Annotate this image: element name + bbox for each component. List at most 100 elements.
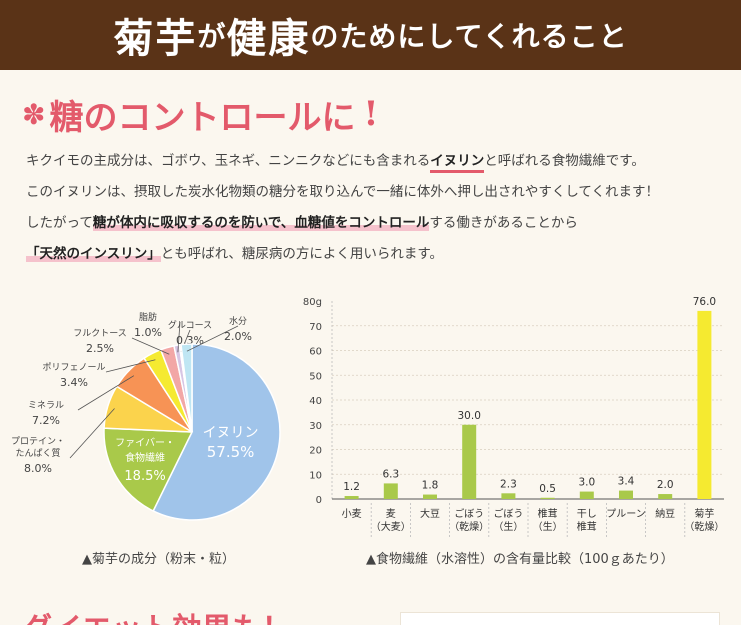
bar-value-label: 3.4 — [618, 476, 635, 488]
pie-label-value: 3.4% — [60, 376, 88, 389]
y-tick-label: 0 — [316, 495, 322, 506]
pie-slice-name: ファイバー・ — [115, 437, 175, 449]
x-tick-label: 小麦 — [342, 508, 362, 520]
pie-slice — [152, 343, 281, 521]
y-tick-label: 10 — [309, 470, 322, 481]
para-line-4: 「天然のインスリン」とも呼ばれ、糖尿病の方によく用いられます。 — [26, 239, 726, 270]
bar-value-label: 76.0 — [693, 296, 716, 308]
y-tick-label: 20 — [309, 446, 322, 457]
bar — [383, 483, 398, 499]
x-tick-label: 大豆 — [420, 507, 440, 520]
pie-leader-line — [69, 408, 115, 459]
section-title: ✽ 糖のコントロールに ! — [22, 92, 379, 138]
bar-value-label: 6.3 — [382, 468, 399, 480]
pie-chart: イヌリン 57.5% ファイバー・ 食物繊維 18.5% プロテイン・ たんぱく質 8.0% ミ… — [0, 290, 300, 560]
pie-label-value: 7.2% — [32, 414, 60, 427]
pie-label-name: フルクトース — [73, 328, 127, 339]
pie-slice-name: 食物繊維 — [125, 451, 165, 464]
x-tick-label: 納豆 — [655, 507, 675, 520]
natural-insulin-highlight: 「天然のインスリン」 — [26, 246, 161, 262]
bar-value-label: 30.0 — [458, 410, 481, 422]
x-tick-label: （乾燥） — [449, 520, 489, 533]
pie-label-value: 1.0% — [134, 326, 162, 339]
y-unit-label: 80g — [303, 297, 322, 308]
pie-slice — [103, 427, 194, 512]
x-tick-label: ごぼう — [454, 507, 484, 520]
bar-value-label: 3.0 — [578, 477, 595, 489]
section-title-exclaim: ! — [363, 94, 379, 134]
para-text: と呼ばれる食物繊維です。 — [484, 153, 645, 169]
pie-label-name: プロテイン・ — [11, 436, 65, 447]
next-section-title: ダイエット効果も！ — [22, 604, 292, 625]
bar-value-label: 2.0 — [657, 479, 674, 491]
x-tick-label: 椎茸 — [577, 520, 597, 533]
pie-caption: ▲菊芋の成分（粉末・粒） — [82, 552, 235, 567]
pie-chart-svg: イヌリン 57.5% ファイバー・食物繊維 18.5% プロテイン・たんぱく質 8.0% ミ… — [11, 311, 281, 521]
bar — [540, 497, 555, 499]
x-tick-label: 菊芋 — [694, 508, 714, 520]
bar-chart-svg: 80g 0 10 20 30 40 50 60 70 1.2 小麦 6.3 麦（大麦） 1.8 大豆 30.0… — [303, 296, 724, 539]
bar — [501, 493, 516, 499]
pie-label-value: 2.5% — [86, 342, 114, 355]
sugar-control-highlight: 糖が体内に吸収するのを防いで、血糖値をコントロール — [92, 215, 430, 231]
section-title-text: 糖のコントロールに — [49, 97, 356, 138]
x-tick-label: 干し — [577, 508, 597, 520]
banner-rest: のためにしてくれること — [310, 20, 628, 53]
pie-leader-line — [177, 321, 181, 353]
bar — [579, 491, 594, 499]
bar-value-label: 1.8 — [422, 480, 439, 492]
pie-label-name: 水分 — [229, 315, 247, 327]
bar — [423, 494, 437, 499]
inulin-highlight: イヌリン — [430, 153, 485, 173]
bar-chart: 80g 0 10 20 30 40 50 60 70 1.2 小麦 6.3 麦（大麦） 1.8 大豆 30.0… — [292, 285, 732, 565]
para-text: キクイモの主成分は、ゴボウ、玉ネギ、ニンニクなどにも含まれる — [26, 153, 431, 169]
next-section-box — [400, 612, 720, 625]
bar-value-label: 0.5 — [539, 483, 556, 495]
y-tick-label: 60 — [309, 347, 322, 358]
bar — [344, 496, 359, 499]
banner-word-kikuimo: 菊芋 — [113, 15, 198, 62]
x-tick-label: （乾燥） — [684, 520, 724, 533]
y-tick-label: 30 — [309, 421, 322, 432]
y-tick-label: 40 — [309, 396, 322, 407]
pie-label-name: ミネラル — [28, 400, 64, 411]
bar — [462, 424, 477, 499]
x-tick-label: （生） — [533, 520, 563, 533]
pie-label-value: 8.0% — [24, 462, 52, 475]
x-tick-label: （生） — [493, 520, 523, 533]
y-tick-label: 70 — [309, 322, 322, 333]
pie-label-name: 脂肪 — [139, 311, 157, 323]
pie-slice-value: 57.5% — [207, 443, 255, 461]
bar — [658, 494, 673, 499]
x-tick-label: 椎茸 — [538, 507, 558, 520]
intro-paragraph: キクイモの主成分は、ゴボウ、玉ネギ、ニンニクなどにも含まれるイヌリンと呼ばれる食… — [26, 146, 726, 270]
banner-particle: が — [197, 20, 227, 53]
para-text: とも呼ばれ、糖尿病の方によく用いられます。 — [160, 246, 444, 262]
pie-label-name: たんぱく質 — [15, 447, 60, 459]
pie-leader-line — [105, 359, 156, 373]
x-tick-label: プルーン — [606, 508, 646, 520]
pie-label-name: ポリフェノール — [42, 362, 105, 373]
pie-leader-line — [131, 337, 170, 355]
para-line-2: このイヌリンは、摂取した炭水化物類の糖分を取り込んで一緒に体外へ押し出されやすく… — [26, 184, 660, 200]
x-tick-label: 麦 — [386, 508, 396, 520]
y-tick-label: 50 — [309, 371, 322, 382]
pie-slice — [180, 343, 193, 433]
x-tick-label: （大麦） — [371, 520, 411, 533]
x-tick-label: ごぼう — [493, 507, 523, 520]
pie-leader-line — [77, 375, 135, 411]
pie-slice-name: イヌリン — [203, 425, 259, 441]
para-line-3: したがって糖が体内に吸収するのを防いで、血糖値をコントロールする働きがあることか… — [26, 208, 726, 239]
banner-word-kenkou: 健康 — [226, 15, 311, 62]
para-line-1: キクイモの主成分は、ゴボウ、玉ネギ、ニンニクなどにも含まれるイヌリンと呼ばれる食… — [26, 146, 726, 177]
pie-leader-line — [186, 325, 239, 352]
page-banner: 菊芋 が 健康 のためにしてくれること — [0, 0, 741, 70]
bar-value-label: 1.2 — [343, 481, 360, 493]
bar-caption: ▲食物繊維（水溶性）の含有量比較（100ｇあたり） — [366, 552, 674, 567]
flower-icon: ✽ — [22, 97, 46, 131]
para-text: したがって — [26, 215, 93, 231]
pie-label-value: 2.0% — [224, 330, 252, 343]
pie-slice-value: 18.5% — [124, 469, 165, 484]
bar — [619, 490, 633, 499]
para-text: する働きがあることから — [429, 215, 578, 231]
